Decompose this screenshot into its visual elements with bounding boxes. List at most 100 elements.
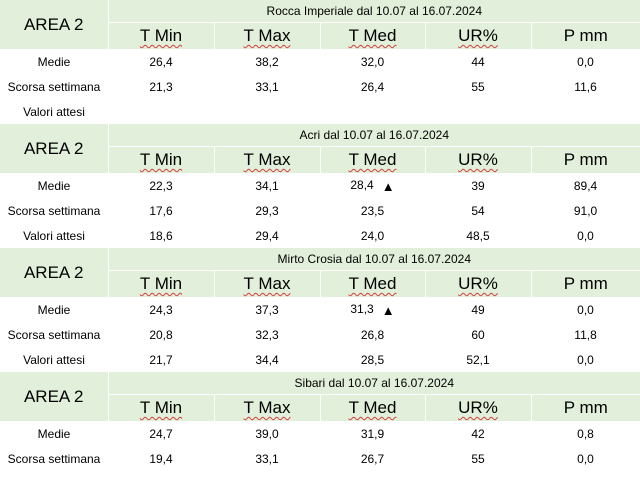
cell-value: 0,0 — [577, 54, 594, 69]
column-header-label: T Max — [243, 26, 291, 45]
column-header-label: T Med — [348, 398, 397, 417]
station-title: Rocca Imperiale dal 10.07 al 16.07.2024 — [108, 0, 640, 23]
column-header-label: P mm — [563, 274, 608, 293]
table-cell: 33,1 — [214, 446, 320, 471]
table-cell: 39,0 — [214, 421, 320, 446]
column-header-label: P mm — [563, 398, 608, 417]
row-label: Medie — [0, 297, 108, 322]
column-header: UR% — [425, 146, 532, 173]
column-header: P mm — [531, 270, 640, 297]
table-cell: 39 — [425, 173, 531, 198]
cell-value: 17,6 — [149, 203, 173, 218]
table-cell: 28,4 ▲ — [320, 173, 425, 198]
column-header-label: P mm — [563, 26, 608, 45]
cell-value: 34,4 — [255, 352, 279, 367]
column-header: T Med — [320, 22, 426, 49]
cell-value: 42 — [471, 426, 485, 441]
cell-value: 49 — [471, 302, 485, 317]
column-header: P mm — [531, 146, 640, 173]
cell-value: 21,3 — [149, 79, 173, 94]
table-cell: 91,0 — [531, 198, 640, 223]
cell-value: 22,3 — [149, 178, 173, 193]
cell-value: 24,0 — [360, 228, 385, 243]
column-header-label: UR% — [458, 150, 498, 169]
table-cell: 60 — [425, 322, 531, 347]
column-header-label: T Med — [348, 26, 397, 45]
cell-value: 20,8 — [149, 327, 173, 342]
table-cell: 18,6 — [108, 223, 214, 248]
column-header-label: T Min — [139, 150, 183, 169]
area-label: AREA 2 — [0, 124, 109, 173]
table-cell: 89,4 — [531, 173, 640, 198]
cell-value: 11,6 — [574, 79, 597, 94]
table-cell: 42 — [425, 421, 531, 446]
cell-value: 26,4 — [149, 54, 173, 69]
table-cell: 22,3 — [108, 173, 214, 198]
cell-value: 11,8 — [574, 327, 597, 342]
column-header-label: T Min — [139, 274, 183, 293]
column-header-label: T Max — [243, 398, 291, 417]
table-row: Valori attesi 21,7 34,4 28,5 52,1 0,0 — [0, 347, 640, 372]
table-cell: 20,8 — [108, 322, 214, 347]
table-cell: 24,7 — [108, 421, 214, 446]
table-row: Medie 24,7 39,0 31,9 42 0,8 — [0, 421, 640, 446]
cell-value: 52,1 — [466, 352, 490, 367]
table-cell: 38,2 — [214, 49, 320, 74]
column-header: T Med — [320, 146, 426, 173]
cell-value: 19,4 — [149, 451, 173, 466]
table-cell: 26,8 — [320, 322, 425, 347]
section-title-row: AREA 2 Mirto Crosia dal 10.07 al 16.07.20… — [0, 248, 640, 297]
cell-value: 34,1 — [255, 178, 279, 193]
table-cell: 31,9 — [320, 421, 425, 446]
table-cell — [425, 99, 531, 124]
cell-value: 28,4 — [350, 178, 374, 193]
area-label: AREA 2 — [0, 248, 109, 297]
column-header: T Max — [214, 22, 321, 49]
table-cell: 34,1 — [214, 173, 320, 198]
column-header: T Min — [108, 22, 215, 49]
column-header: P mm — [531, 22, 640, 49]
triangle-up-icon: ▲ — [381, 178, 395, 194]
table-cell: 24,3 — [108, 297, 214, 322]
cell-value: 24,7 — [149, 426, 173, 441]
column-header: T Max — [214, 394, 321, 421]
section-title-row: AREA 2 Sibari dal 10.07 al 16.07.2024 — [0, 372, 640, 421]
column-header: T Max — [214, 270, 321, 297]
column-header-row: T Min T Max T Med UR% P mm — [0, 394, 640, 421]
table-cell: 32,0 — [320, 49, 425, 74]
column-header: T Min — [108, 394, 215, 421]
cell-value: 54 — [471, 203, 485, 218]
cell-value: 39 — [471, 178, 485, 193]
table-cell: 0,0 — [531, 49, 640, 74]
table-cell: 44 — [425, 49, 531, 74]
triangle-up-icon: ▲ — [381, 302, 395, 318]
table-cell: 34,4 — [214, 347, 320, 372]
row-label: Scorsa settimana — [0, 446, 108, 471]
cell-value: 26,4 — [360, 79, 385, 94]
row-label: Scorsa settimana — [0, 198, 108, 223]
cell-value: 33,1 — [255, 79, 279, 94]
column-header-label: T Max — [243, 150, 291, 169]
cell-value: 31,3 — [350, 302, 374, 317]
table-cell: 48,5 — [425, 223, 531, 248]
table-cell: 49 — [425, 297, 531, 322]
cell-value: 32,0 — [360, 54, 385, 69]
table-cell: 23,5 — [320, 198, 425, 223]
section-title-row: AREA 2 Acri dal 10.07 al 16.07.2024 — [0, 124, 640, 173]
cell-value: 60 — [471, 327, 485, 342]
cell-value: 0,0 — [577, 228, 594, 243]
column-header: T Med — [320, 394, 426, 421]
table-row: Medie 26,4 38,2 32,0 44 0,0 — [0, 49, 640, 74]
column-header-label: UR% — [458, 26, 498, 45]
station-title: Mirto Crosia dal 10.07 al 16.07.2024 — [108, 248, 640, 271]
column-header-label: P mm — [563, 150, 608, 169]
station-title: Acri dal 10.07 al 16.07.2024 — [108, 124, 640, 147]
table-row: Scorsa settimana 17,6 29,3 23,5 54 91,0 — [0, 198, 640, 223]
cell-value: 26,8 — [360, 327, 385, 342]
table-cell: 26,7 — [320, 446, 425, 471]
cell-value: 29,3 — [255, 203, 279, 218]
cell-value: 24,3 — [149, 302, 173, 317]
column-header-label: T Min — [139, 26, 183, 45]
table-cell: 21,3 — [108, 74, 214, 99]
table-cell: 24,0 — [320, 223, 425, 248]
